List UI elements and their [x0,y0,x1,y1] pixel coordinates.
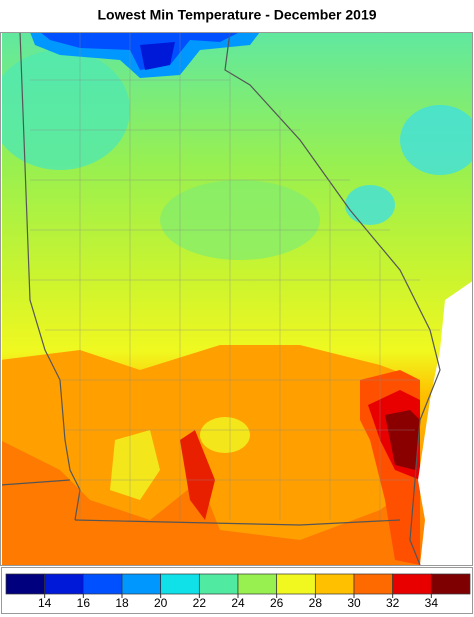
legend-tick-label: 20 [154,596,168,610]
legend: 14 16 18 20 22 24 26 28 30 32 34 [5,573,471,610]
legend-swatch [82,573,123,595]
legend-swatch [121,573,162,595]
map-title: Lowest Min Temperature - December 2019 [97,7,376,23]
temperature-map [2,32,472,565]
map-border [0,32,473,566]
legend-tick-label: 18 [115,596,129,610]
legend-swatch [314,573,355,595]
legend-tick-label: 22 [193,596,207,610]
legend-tick-label: 24 [231,596,245,610]
legend-tick-label: 34 [425,596,439,610]
legend-tick-label: 14 [38,596,52,610]
legend-tick-label: 26 [270,596,284,610]
legend-swatch [198,573,239,595]
legend-tick-label: 32 [386,596,400,610]
legend-tick-label: 30 [347,596,361,610]
legend-swatch [430,573,471,595]
legend-tick-label: 16 [77,596,91,610]
legend-swatch [160,573,200,595]
legend-swatch [44,573,84,595]
legend-tick-label: 28 [309,596,323,610]
legend-swatch [5,573,46,595]
legend-swatch [276,573,316,595]
legend-swatch [237,573,278,595]
legend-swatch [392,573,432,595]
legend-swatch [353,573,394,595]
